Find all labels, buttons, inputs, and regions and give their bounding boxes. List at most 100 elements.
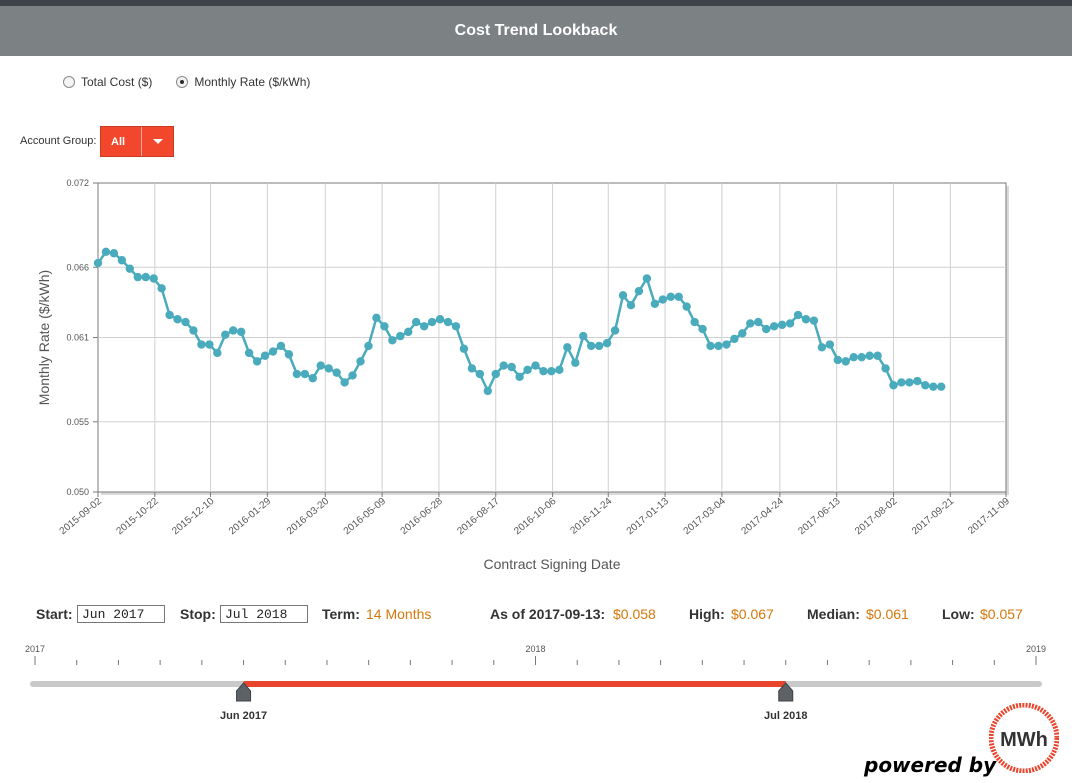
rate-point <box>229 326 238 335</box>
rate-point <box>921 381 930 390</box>
rate-point <box>777 320 787 330</box>
start-handle[interactable] <box>236 682 252 702</box>
rate-point <box>889 381 898 390</box>
x-tick-label: 2017-08-02 <box>853 496 900 538</box>
stop-input[interactable] <box>220 605 308 623</box>
rate-point <box>308 374 317 383</box>
rate-point <box>427 317 437 327</box>
rate-point <box>244 348 254 358</box>
rate-point <box>205 340 214 349</box>
x-tick-label: 2016-05-09 <box>342 496 389 538</box>
chevron-down-icon[interactable] <box>141 127 173 156</box>
rate-point <box>252 357 262 366</box>
rate-point <box>236 327 246 337</box>
y-tick-label: 0.061 <box>66 333 89 343</box>
rate-point <box>133 272 142 282</box>
rate-point <box>364 341 373 351</box>
rate-point <box>738 329 747 338</box>
rate-point <box>515 372 524 382</box>
rate-point <box>292 369 302 379</box>
rate-point <box>189 326 198 335</box>
rate-point <box>706 341 715 351</box>
monthly-rate-label[interactable]: Monthly Rate ($/kWh) <box>194 75 311 89</box>
rate-point <box>762 324 771 334</box>
rate-point <box>380 322 389 331</box>
account-group-dropdown[interactable]: All <box>100 126 174 157</box>
rate-point <box>443 317 453 327</box>
rate-point <box>165 310 174 320</box>
page-title: Cost Trend Lookback <box>454 22 618 39</box>
start-input[interactable] <box>77 605 165 623</box>
rate-point <box>817 343 827 352</box>
rate-point <box>284 350 294 359</box>
rate-point <box>634 286 644 296</box>
rate-point <box>101 247 111 257</box>
rate-point <box>213 348 222 358</box>
rate-point <box>929 382 938 391</box>
rate-point <box>674 292 683 301</box>
rate-point <box>300 369 310 379</box>
x-tick-label: 2015-10-22 <box>114 496 161 538</box>
x-tick-label: 2016-01-29 <box>227 496 274 538</box>
rate-point <box>356 357 365 366</box>
rate-point <box>905 378 914 387</box>
rate-point <box>475 369 485 379</box>
x-tick-label: 2016-10-06 <box>512 496 559 538</box>
rate-point <box>754 317 763 327</box>
rate-point <box>149 274 158 283</box>
account-group-value[interactable]: All <box>111 135 126 148</box>
term-label: Term: <box>322 606 360 622</box>
rate-point <box>372 313 381 323</box>
rate-point <box>690 317 699 327</box>
rate-point <box>221 330 230 339</box>
x-tick-label: 2017-09-21 <box>910 496 957 538</box>
rate-point <box>579 331 588 341</box>
high-value: $0.067 <box>731 606 774 622</box>
rate-point <box>332 368 341 377</box>
rate-point <box>825 340 835 349</box>
rate-point <box>117 256 127 265</box>
rate-point <box>491 369 500 379</box>
x-tick-label: 2016-03-20 <box>285 496 332 538</box>
monthly-rate-radio[interactable] <box>176 76 189 88</box>
total-cost-radio[interactable] <box>63 76 75 88</box>
rate-point <box>650 299 660 308</box>
rate-point <box>714 341 723 351</box>
end-handle[interactable] <box>778 682 794 702</box>
rate-point <box>563 343 572 352</box>
asof-label: As of 2017-09-13: <box>490 606 606 622</box>
y-tick-label: 0.066 <box>66 262 89 272</box>
title-bar: Cost Trend Lookback <box>0 6 1072 56</box>
rate-point <box>435 315 445 324</box>
rate-point <box>809 316 819 325</box>
rate-point <box>610 326 620 335</box>
rate-point <box>547 367 556 376</box>
rate-point <box>523 365 532 375</box>
stop-label: Stop: <box>180 606 216 622</box>
rate-point <box>467 364 477 373</box>
rate-point <box>618 291 628 300</box>
end-handle-label: Jul 2018 <box>764 710 807 722</box>
timeline-slider[interactable]: 2017 2018 2019 Jun 2017 Jul 2018 <box>0 636 1072 728</box>
rate-point <box>157 284 166 293</box>
x-tick-label: 2017-06-13 <box>796 496 843 538</box>
y-axis-title: Monthly Rate ($/kWh) <box>36 270 52 405</box>
rate-point <box>411 317 421 327</box>
rate-point <box>451 322 461 331</box>
rate-point <box>849 352 858 362</box>
stats-row: Start: Stop: Term: 14 Months As of 2017-… <box>0 603 1072 625</box>
rate-point <box>260 351 270 360</box>
rate-point <box>626 300 636 310</box>
rate-point <box>268 347 278 356</box>
rate-point <box>642 274 652 283</box>
rate-point <box>658 295 668 304</box>
x-tick-label: 2015-09-02 <box>58 496 105 538</box>
rate-point <box>571 358 580 367</box>
x-tick-label: 2016-06-28 <box>399 496 446 538</box>
x-tick-label: 2017-03-04 <box>682 496 729 538</box>
timeline-year-label: 2018 <box>525 644 545 654</box>
rate-point <box>316 361 325 370</box>
x-tick-label: 2017-11-09 <box>966 496 1012 537</box>
total-cost-label[interactable]: Total Cost ($) <box>81 75 153 89</box>
timeline-year-label: 2019 <box>1026 644 1046 654</box>
